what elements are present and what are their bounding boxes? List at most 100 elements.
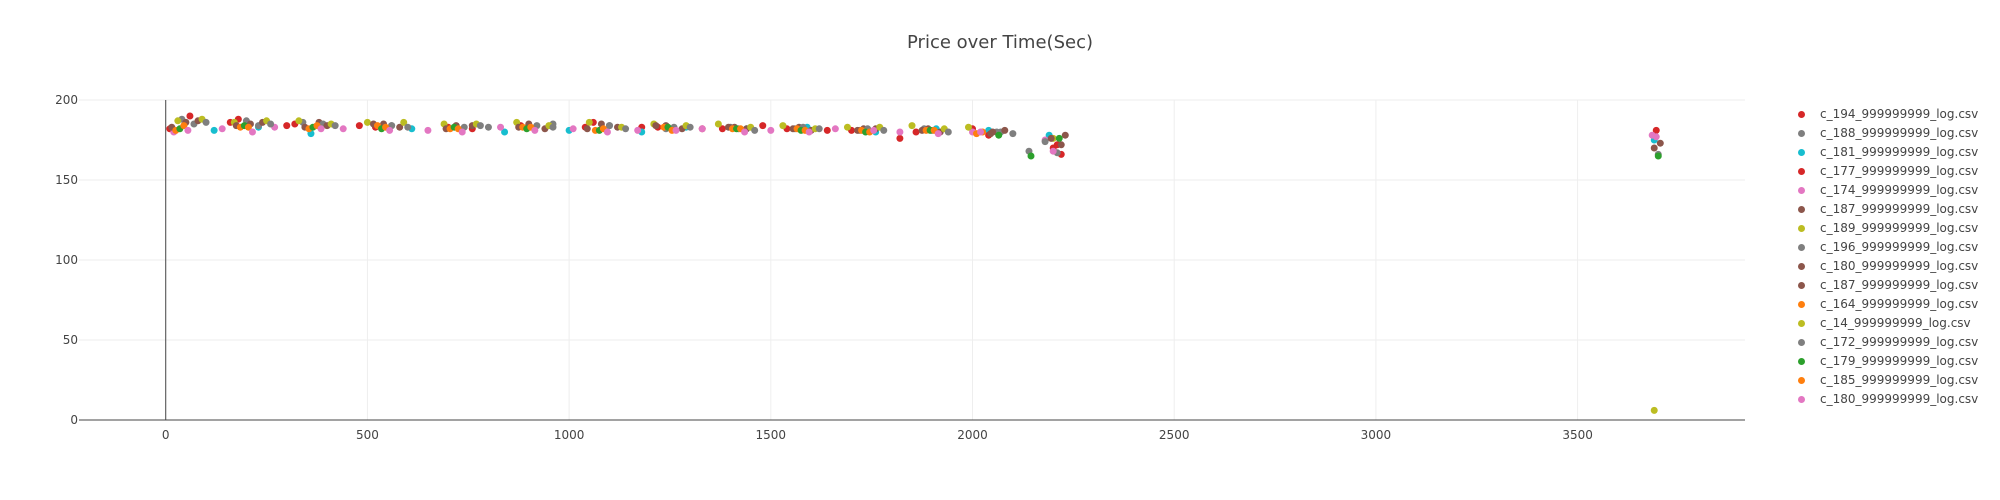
legend-marker-icon xyxy=(1798,396,1805,403)
legend-label: c_181_999999999_log.csv xyxy=(1820,145,1979,159)
data-point xyxy=(476,122,484,130)
legend-label: c_177_999999999_log.csv xyxy=(1820,164,1979,178)
data-point xyxy=(186,112,194,120)
y-tick-label: 50 xyxy=(63,333,78,347)
data-point xyxy=(605,122,613,130)
x-tick-label: 500 xyxy=(356,428,379,442)
data-point xyxy=(184,126,192,134)
data-point xyxy=(248,128,256,136)
data-point xyxy=(843,123,851,131)
data-point xyxy=(912,128,920,136)
legend-marker-icon xyxy=(1798,130,1805,137)
data-point xyxy=(759,122,767,130)
data-point xyxy=(896,128,904,136)
data-point xyxy=(202,118,210,126)
legend-marker-icon xyxy=(1798,187,1805,194)
legend-marker-icon xyxy=(1798,168,1805,175)
data-point xyxy=(698,125,706,133)
data-point xyxy=(1057,141,1065,149)
data-point xyxy=(583,125,591,133)
legend-label: c_174_999999999_log.csv xyxy=(1820,183,1979,197)
legend-label: c_172_999999999_log.csv xyxy=(1820,335,1979,349)
data-point xyxy=(267,120,275,128)
legend-label: c_189_999999999_log.csv xyxy=(1820,221,1979,235)
data-point xyxy=(718,125,726,133)
legend-marker-icon xyxy=(1798,377,1805,384)
data-point xyxy=(823,126,831,134)
legend-label: c_187_999999999_log.csv xyxy=(1820,202,1979,216)
data-point xyxy=(174,117,182,125)
data-point xyxy=(1049,147,1057,155)
data-point xyxy=(1047,134,1055,142)
data-point xyxy=(1027,152,1035,160)
data-point xyxy=(831,125,839,133)
data-point xyxy=(1652,126,1660,134)
series-15 xyxy=(184,125,1660,155)
legend-marker-icon xyxy=(1798,225,1805,232)
legend-label: c_180_999999999_log.csv xyxy=(1820,259,1979,273)
legend-label: c_196_999999999_log.csv xyxy=(1820,240,1979,254)
legend-marker-icon xyxy=(1798,282,1805,289)
data-point xyxy=(331,122,339,130)
x-tick-label: 3000 xyxy=(1361,428,1392,442)
data-point xyxy=(652,122,660,130)
y-tick-label: 150 xyxy=(55,173,78,187)
data-point xyxy=(549,123,557,131)
data-point xyxy=(317,125,325,133)
data-point xyxy=(363,118,371,126)
data-point xyxy=(603,128,611,136)
data-point xyxy=(585,118,593,126)
data-point xyxy=(908,122,916,130)
x-tick-label: 0 xyxy=(162,428,170,442)
data-point xyxy=(400,118,408,126)
data-point xyxy=(424,126,432,134)
data-point xyxy=(634,126,642,134)
gridlines xyxy=(79,99,1745,420)
data-point xyxy=(767,126,775,134)
data-point xyxy=(741,128,749,136)
data-point xyxy=(964,123,972,131)
data-point xyxy=(295,117,303,125)
data-point xyxy=(501,128,509,136)
data-point xyxy=(1654,152,1662,160)
legend-marker-icon xyxy=(1798,358,1805,365)
data-point xyxy=(1650,144,1658,152)
data-point xyxy=(977,128,985,136)
data-point xyxy=(779,122,787,130)
data-point xyxy=(987,130,995,138)
chart-title: Price over Time(Sec) xyxy=(907,32,1093,53)
data-point xyxy=(531,126,539,134)
data-point xyxy=(1001,126,1009,134)
axes: 0 500 1000 1500 2000 2500 3000 3500 0 50 100 150 200 xyxy=(55,93,1745,442)
data-point xyxy=(805,128,813,136)
data-point xyxy=(995,131,1003,139)
data-point xyxy=(180,122,188,130)
legend-marker-icon xyxy=(1798,339,1805,346)
legend-label: c_179_999999999_log.csv xyxy=(1820,354,1979,368)
x-tick-label: 3500 xyxy=(1562,428,1593,442)
data-point xyxy=(283,122,291,130)
data-point xyxy=(1650,406,1658,414)
data-points xyxy=(166,112,1664,414)
legend-label: c_180_999999999_log.csv xyxy=(1820,392,1979,406)
legend-marker-icon xyxy=(1798,206,1805,213)
data-point xyxy=(1055,134,1063,142)
data-point xyxy=(622,125,630,133)
legend-marker-icon xyxy=(1798,263,1805,270)
data-point xyxy=(497,123,505,131)
data-point xyxy=(751,126,759,134)
legend-marker-icon xyxy=(1798,301,1805,308)
data-point xyxy=(1652,133,1660,141)
legend-marker-icon xyxy=(1798,244,1805,251)
data-point xyxy=(870,126,878,134)
data-point xyxy=(815,125,823,133)
data-point xyxy=(396,123,404,131)
series-4 xyxy=(170,123,1656,144)
x-tick-label: 2500 xyxy=(1159,428,1190,442)
data-point xyxy=(355,122,363,130)
legend-label: c_185_999999999_log.csv xyxy=(1820,373,1979,387)
data-point xyxy=(210,126,218,134)
data-point xyxy=(896,134,904,142)
data-point xyxy=(880,126,888,134)
